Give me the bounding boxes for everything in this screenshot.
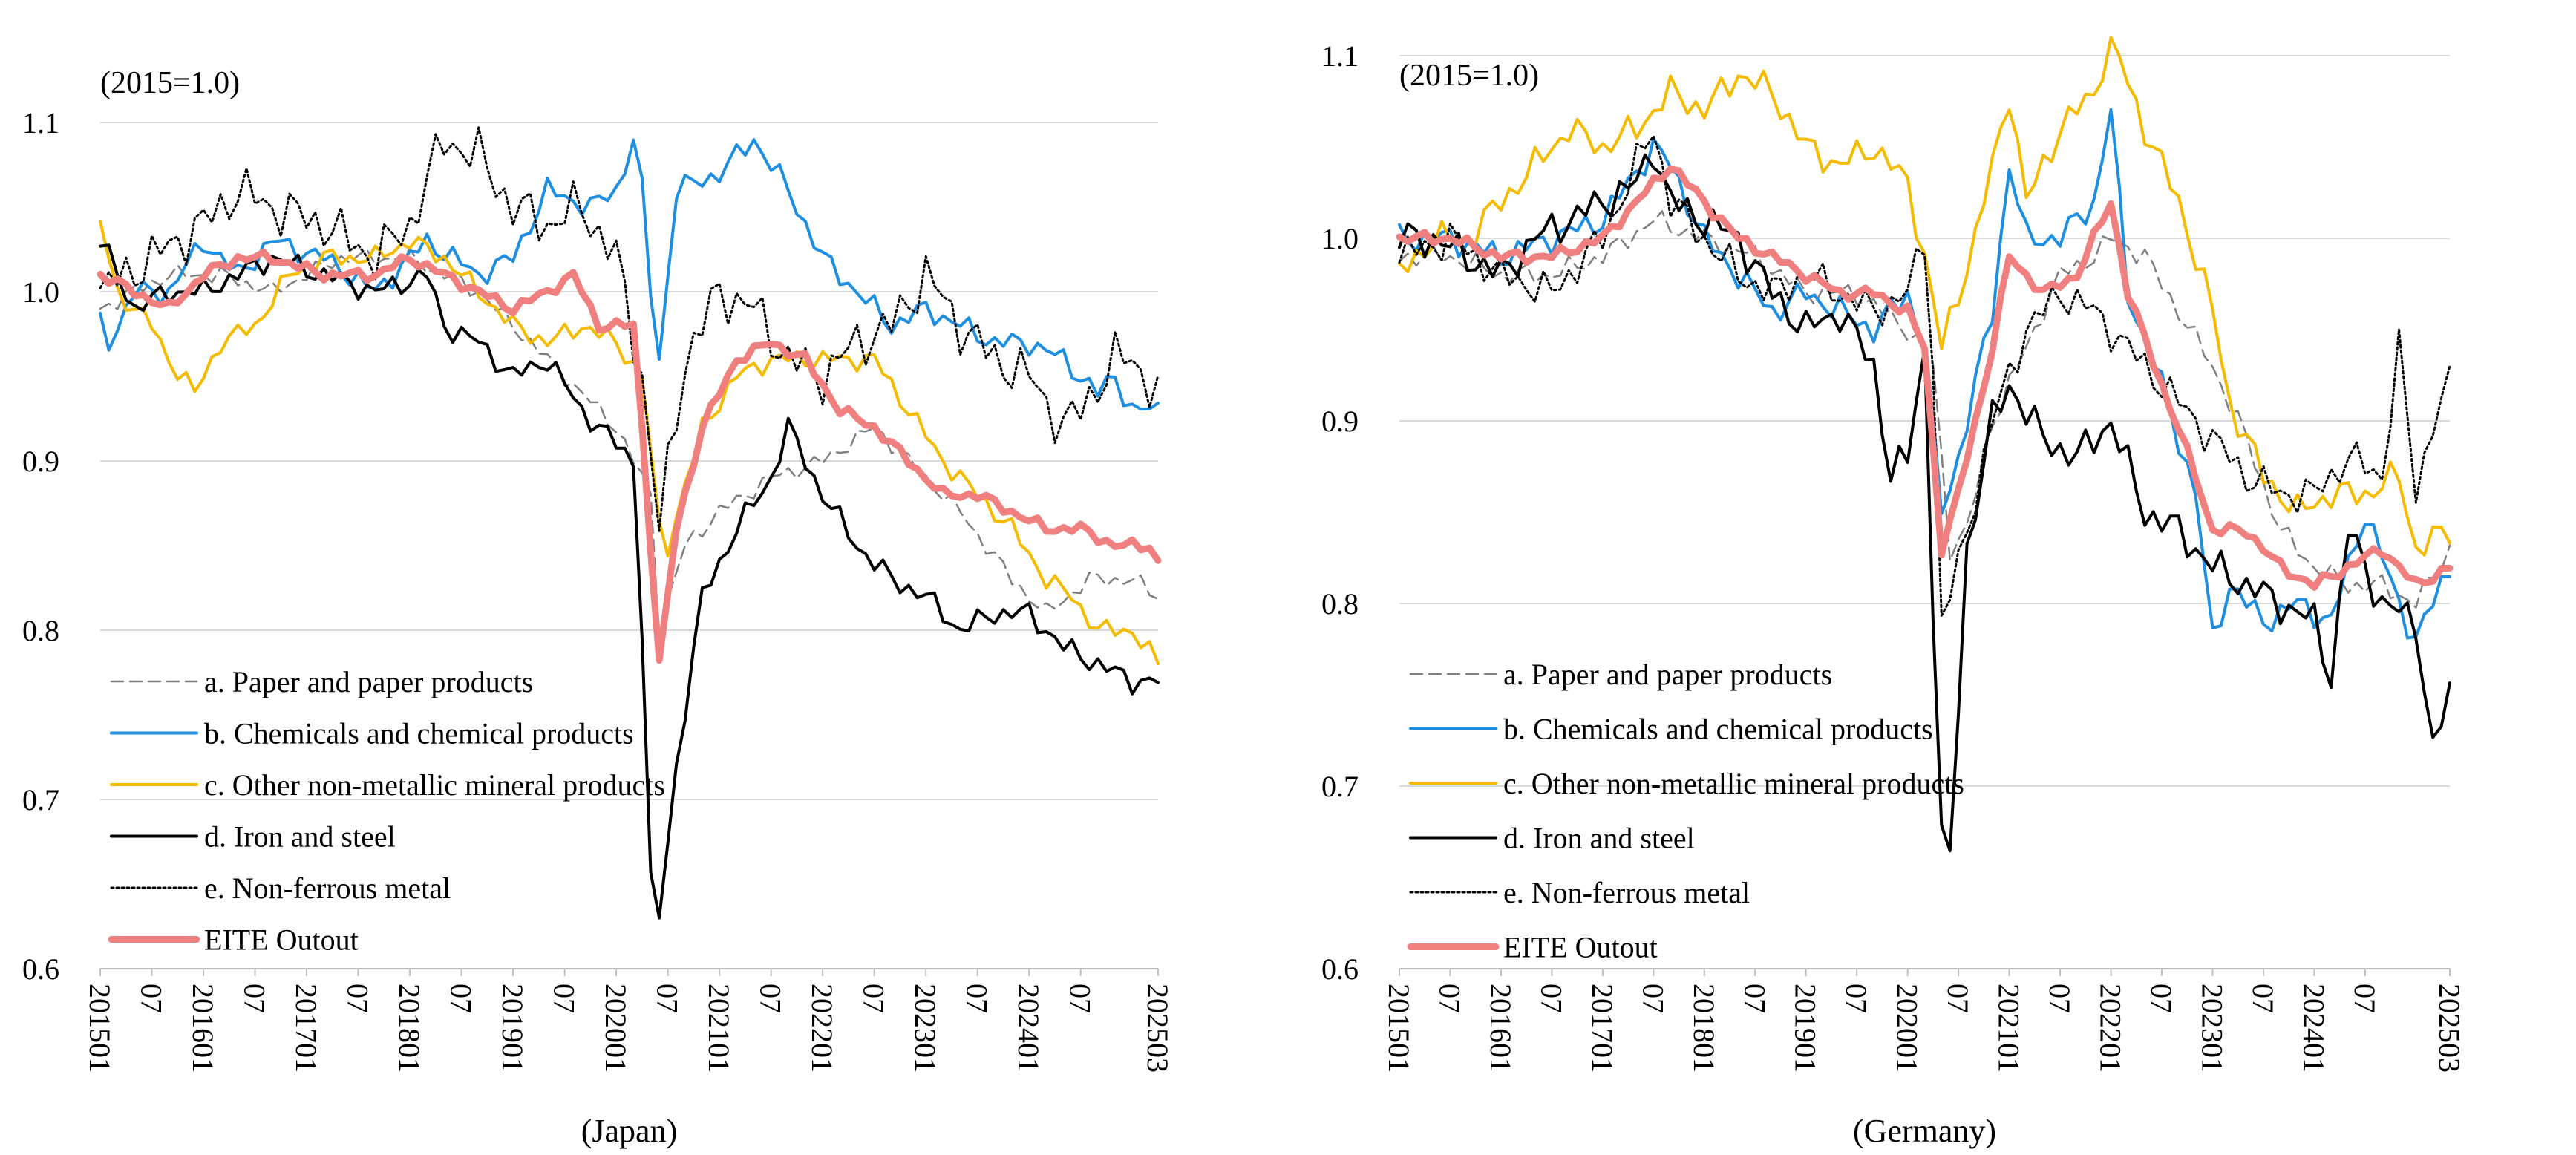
x-tick-label: 07 (2246, 984, 2280, 1013)
y-tick-label: 0.7 (1321, 770, 1359, 803)
x-tick-label: 202301 (909, 984, 942, 1073)
y-tick-label: 0.9 (22, 445, 59, 478)
x-tick-label: 07 (1636, 984, 1670, 1013)
series-line-eite (97, 249, 1162, 664)
x-tick-label: 202401 (1012, 984, 1045, 1073)
x-tick-label: 07 (445, 984, 478, 1013)
x-tick-label: 07 (1064, 984, 1097, 1013)
y-tick-label: 1.1 (22, 106, 59, 140)
legend-label-iron: d. Iron and steel (1503, 822, 1695, 855)
y-tick-label: 0.8 (22, 614, 59, 647)
x-tick-label: 201701 (1586, 984, 1619, 1073)
x-tick-label: 07 (857, 984, 891, 1013)
x-tick-label: 202001 (1891, 984, 1924, 1073)
x-tick-label: 07 (651, 984, 684, 1013)
y-tick-label: 0.6 (1321, 952, 1359, 986)
x-tick-label: 202301 (2195, 984, 2229, 1073)
x-tick-label: 201601 (186, 984, 220, 1073)
y-tick-label: 0.8 (1321, 587, 1359, 621)
legend-label-paper: a. Paper and paper products (204, 665, 533, 698)
y-tick-label: 1.0 (1321, 222, 1359, 255)
legend-label-iron: d. Iron and steel (204, 820, 396, 854)
x-tick-label: 07 (341, 984, 375, 1013)
y-tick-label: 0.9 (1321, 405, 1359, 438)
legend-label-eite: EITE Outout (1503, 931, 1658, 964)
chart-note: (2015=1.0) (1399, 59, 1539, 93)
x-tick-label: 202101 (1993, 984, 2026, 1073)
legend-label-chemicals: b. Chemicals and chemical products (1503, 713, 1933, 746)
x-tick-label: 07 (1840, 984, 1873, 1013)
series-line-nonmetallic (1398, 36, 2451, 557)
x-tick-label: 201801 (393, 984, 426, 1073)
legend-label-nonferrous: e. Non-ferrous metal (204, 871, 451, 905)
series-line-nonferrous (99, 126, 1160, 532)
chart-panel-japan: 0.6 0.7 0.8 0.9 1.0 1.1 (2015=1.0) 201501 07 2016… (22, 66, 1174, 1149)
x-tick-label: 202101 (702, 984, 736, 1073)
x-tick-label: 07 (548, 984, 581, 1013)
y-tick-label: 0.6 (22, 952, 59, 986)
x-tick-label: 07 (961, 984, 994, 1013)
x-tick-label: 07 (2043, 984, 2076, 1013)
x-tick-label: 201601 (1484, 984, 1517, 1073)
chart-panel-germany: 0.6 0.7 0.8 0.9 1.0 1.1 (2015=1.0) 201501 07 2016… (1321, 36, 2466, 1149)
x-axis-label: (Japan) (581, 1113, 678, 1149)
x-tick-label: 202401 (2297, 984, 2330, 1073)
legend-label-chemicals: b. Chemicals and chemical products (204, 717, 634, 750)
x-tick-label: 201701 (290, 984, 323, 1073)
y-tick-label: 1.1 (1321, 39, 1359, 73)
x-tick-label: 201501 (1382, 984, 1416, 1073)
legend-label-nonmetallic: c. Other non-metallic mineral products (1503, 767, 1964, 800)
legend-label-nonferrous: e. Non-ferrous metal (1503, 876, 1750, 909)
legend-label-eite: EITE Outout (204, 923, 359, 957)
series-line-eite (1396, 166, 2454, 591)
legend-label-nonmetallic: c. Other non-metallic mineral products (204, 768, 665, 802)
chart-note: (2015=1.0) (100, 66, 240, 100)
x-tick-label: 07 (754, 984, 788, 1013)
x-tick-label: 201901 (1789, 984, 1823, 1073)
x-tick-label: 201901 (496, 984, 529, 1073)
x-tick-label: 201801 (1687, 984, 1721, 1073)
x-tick-label: 202503 (2433, 984, 2466, 1073)
series-line-nonferrous (1398, 134, 2451, 617)
x-tick-label: 07 (238, 984, 272, 1013)
x-tick-label: 202001 (599, 984, 632, 1073)
x-tick-label: 07 (1433, 984, 1466, 1013)
series-line-iron (99, 243, 1160, 920)
series-line-paper (1398, 210, 2451, 609)
y-tick-label: 1.0 (22, 275, 59, 309)
series-line-chemicals (99, 138, 1160, 411)
x-tick-label: 202201 (805, 984, 839, 1073)
x-tick-label: 202503 (1141, 984, 1174, 1073)
x-tick-label: 07 (1738, 984, 1771, 1013)
series-line-nonmetallic (99, 220, 1160, 665)
x-tick-label: 07 (2348, 984, 2382, 1013)
series-line-paper (99, 247, 1160, 641)
x-tick-label: 202201 (2094, 984, 2128, 1073)
x-tick-label: 07 (1941, 984, 1975, 1013)
x-tick-label: 07 (135, 984, 169, 1013)
x-tick-label: 201501 (83, 984, 117, 1073)
legend-label-paper: a. Paper and paper products (1503, 658, 1832, 691)
x-axis-label: (Germany) (1853, 1113, 1996, 1149)
x-tick-label: 07 (1534, 984, 1568, 1013)
y-tick-label: 0.7 (22, 783, 59, 817)
x-tick-label: 07 (2145, 984, 2178, 1013)
